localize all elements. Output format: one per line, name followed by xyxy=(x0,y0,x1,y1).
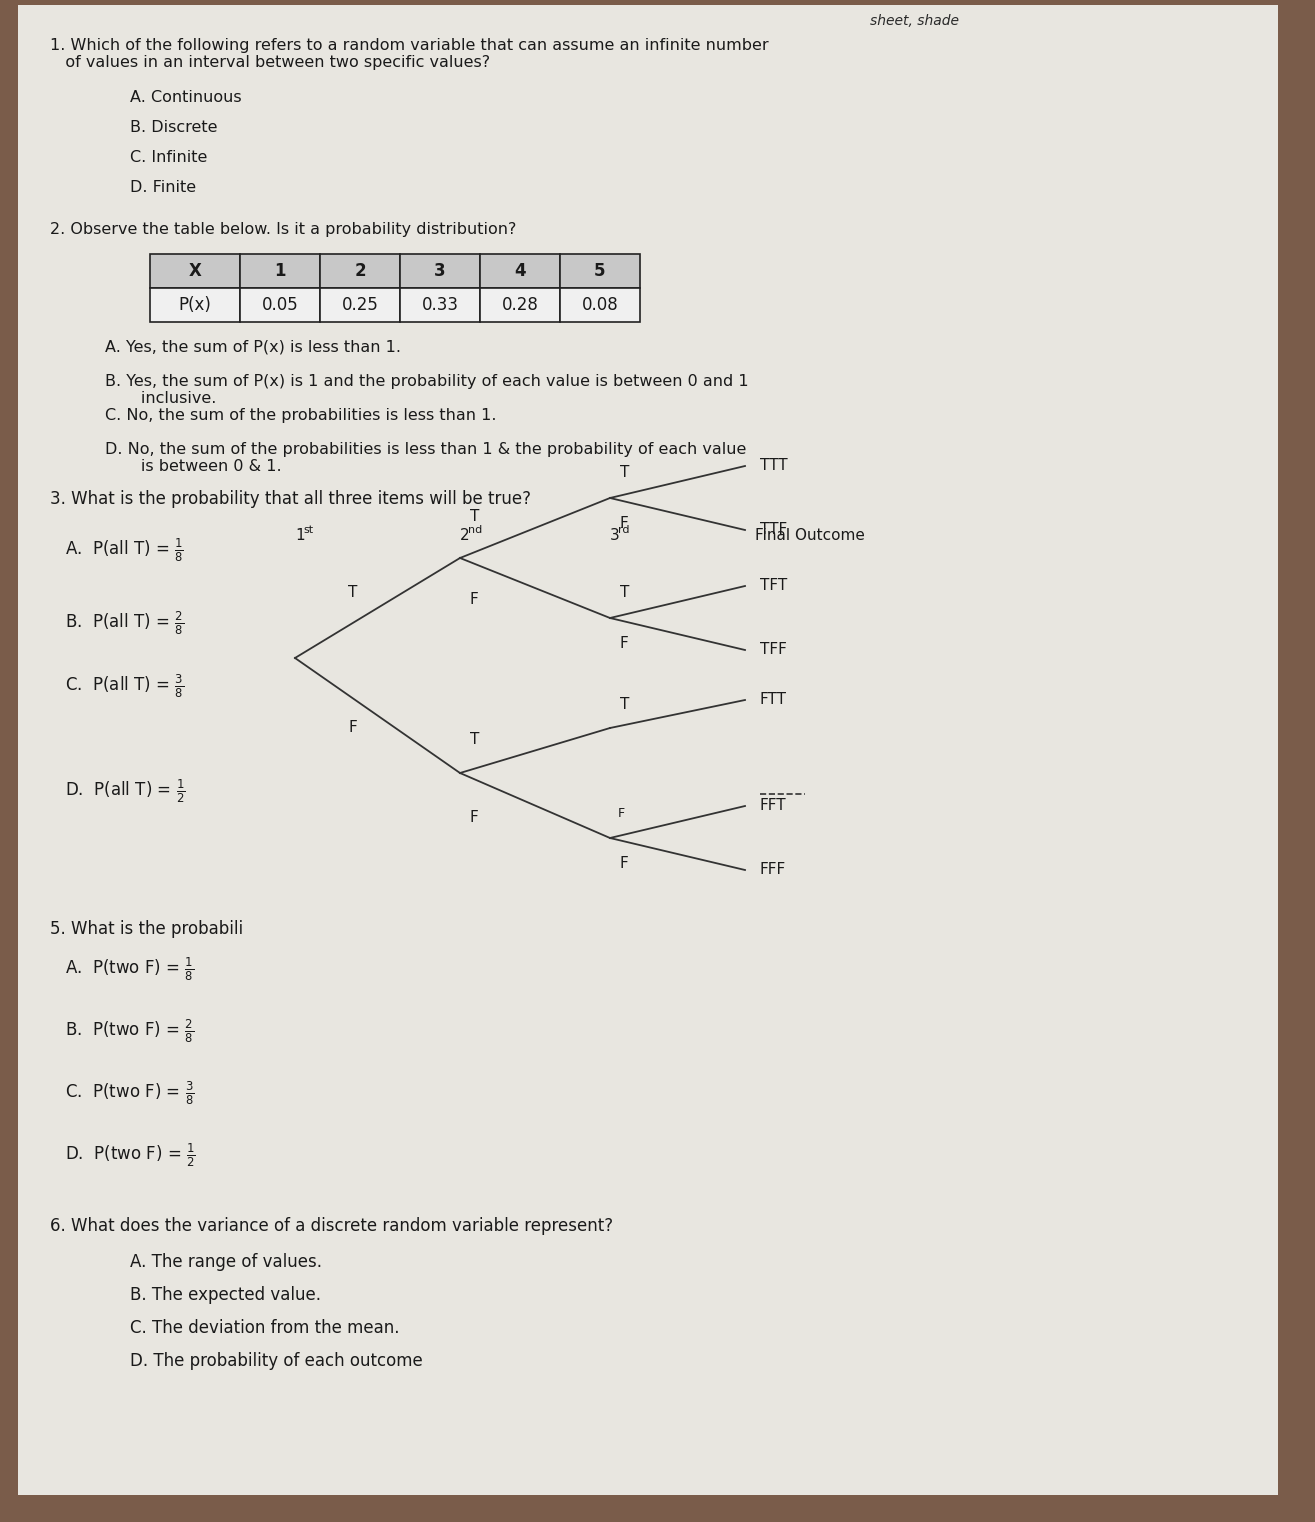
Text: T: T xyxy=(469,508,480,524)
Text: 3: 3 xyxy=(434,262,446,280)
Text: T: T xyxy=(348,584,358,600)
Text: C. The deviation from the mean.: C. The deviation from the mean. xyxy=(130,1320,400,1336)
Text: X: X xyxy=(188,262,201,280)
Text: TFF: TFF xyxy=(760,642,786,658)
Text: st: st xyxy=(302,525,313,536)
Text: 0.33: 0.33 xyxy=(422,295,459,314)
Bar xyxy=(400,288,480,323)
Bar xyxy=(480,254,560,288)
Text: 3: 3 xyxy=(610,528,619,543)
Text: T: T xyxy=(619,466,630,479)
Text: FTT: FTT xyxy=(760,693,786,708)
Text: 1: 1 xyxy=(295,528,305,543)
Text: T: T xyxy=(619,584,630,600)
Text: 4: 4 xyxy=(514,262,526,280)
Text: C. Infinite: C. Infinite xyxy=(130,151,208,164)
Text: F: F xyxy=(619,516,629,531)
Text: 0.08: 0.08 xyxy=(581,295,618,314)
Bar xyxy=(150,254,241,288)
Text: C.  P(two F) = $\frac{3}{8}$: C. P(two F) = $\frac{3}{8}$ xyxy=(64,1081,195,1108)
Text: 5: 5 xyxy=(594,262,606,280)
Text: FFF: FFF xyxy=(760,863,786,878)
Text: 0.25: 0.25 xyxy=(342,295,379,314)
Text: 0.05: 0.05 xyxy=(262,295,299,314)
Bar xyxy=(320,254,400,288)
Text: A. Continuous: A. Continuous xyxy=(130,90,242,105)
Bar xyxy=(400,254,480,288)
Bar xyxy=(150,288,241,323)
Text: A. The range of values.: A. The range of values. xyxy=(130,1253,322,1271)
Text: C. No, the sum of the probabilities is less than 1.: C. No, the sum of the probabilities is l… xyxy=(105,408,497,423)
Text: D. No, the sum of the probabilities is less than 1 & the probability of each val: D. No, the sum of the probabilities is l… xyxy=(105,441,747,475)
Text: 2: 2 xyxy=(460,528,469,543)
Text: F: F xyxy=(469,810,479,825)
Text: 3. What is the probability that all three items will be true?: 3. What is the probability that all thre… xyxy=(50,490,531,508)
Text: F: F xyxy=(348,720,358,735)
Text: sheet, shade: sheet, shade xyxy=(871,14,959,27)
Text: D. Finite: D. Finite xyxy=(130,180,196,195)
Text: D.  P(all T) = $\frac{1}{2}$: D. P(all T) = $\frac{1}{2}$ xyxy=(64,778,185,805)
Text: F: F xyxy=(619,636,629,651)
Text: B.  P(two F) = $\frac{2}{8}$: B. P(two F) = $\frac{2}{8}$ xyxy=(64,1018,195,1046)
Text: T: T xyxy=(619,697,630,712)
Text: B. Yes, the sum of P(x) is 1 and the probability of each value is between 0 and : B. Yes, the sum of P(x) is 1 and the pro… xyxy=(105,374,748,406)
Bar xyxy=(320,288,400,323)
Bar xyxy=(560,254,640,288)
Text: 1: 1 xyxy=(275,262,285,280)
Text: B. The expected value.: B. The expected value. xyxy=(130,1286,321,1304)
Text: F: F xyxy=(618,807,625,820)
Text: F: F xyxy=(469,592,479,607)
Text: 0.28: 0.28 xyxy=(501,295,538,314)
Text: A.  P(all T) = $\frac{1}{8}$: A. P(all T) = $\frac{1}{8}$ xyxy=(64,536,184,563)
Text: rd: rd xyxy=(618,525,630,536)
Text: A. Yes, the sum of P(x) is less than 1.: A. Yes, the sum of P(x) is less than 1. xyxy=(105,339,401,355)
Text: T: T xyxy=(469,732,480,746)
Text: nd: nd xyxy=(468,525,483,536)
Text: 2: 2 xyxy=(354,262,366,280)
Text: 6. What does the variance of a discrete random variable represent?: 6. What does the variance of a discrete … xyxy=(50,1218,613,1234)
Text: 2. Observe the table below. Is it a probability distribution?: 2. Observe the table below. Is it a prob… xyxy=(50,222,517,237)
Bar xyxy=(241,288,320,323)
Text: TTT: TTT xyxy=(760,458,788,473)
Text: D.  P(two F) = $\frac{1}{2}$: D. P(two F) = $\frac{1}{2}$ xyxy=(64,1142,196,1169)
Bar xyxy=(480,288,560,323)
Text: TFT: TFT xyxy=(760,578,788,594)
Text: F: F xyxy=(619,855,629,871)
Text: FFT: FFT xyxy=(760,799,786,813)
Bar xyxy=(241,254,320,288)
Text: B.  P(all T) = $\frac{2}{8}$: B. P(all T) = $\frac{2}{8}$ xyxy=(64,609,184,636)
Text: P(x): P(x) xyxy=(179,295,212,314)
Text: 5. What is the probabili: 5. What is the probabili xyxy=(50,919,243,938)
Text: C.  P(all T) = $\frac{3}{8}$: C. P(all T) = $\frac{3}{8}$ xyxy=(64,673,184,700)
Text: 1. Which of the following refers to a random variable that can assume an infinit: 1. Which of the following refers to a ra… xyxy=(50,38,769,70)
Text: Final Outcome: Final Outcome xyxy=(755,528,865,543)
Text: TTF: TTF xyxy=(760,522,788,537)
Text: B. Discrete: B. Discrete xyxy=(130,120,217,135)
Bar xyxy=(560,288,640,323)
Text: A.  P(two F) = $\frac{1}{8}$: A. P(two F) = $\frac{1}{8}$ xyxy=(64,956,195,983)
Text: D. The probability of each outcome: D. The probability of each outcome xyxy=(130,1352,422,1370)
